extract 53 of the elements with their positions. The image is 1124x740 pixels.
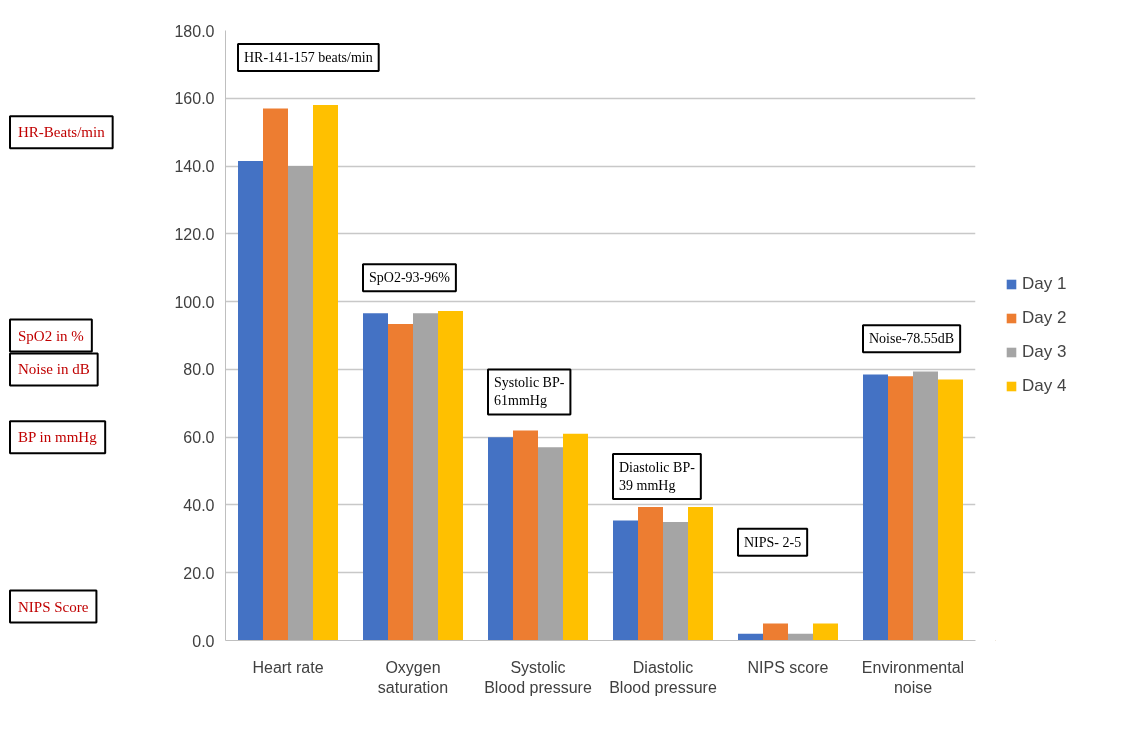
annotation: Noise-78.55dB — [869, 331, 955, 347]
bar — [438, 311, 463, 641]
x-tick-label: Diastolic Blood pressure — [609, 658, 717, 696]
bar — [513, 430, 538, 641]
bar — [238, 160, 263, 641]
y-tick-label: 180.0 — [174, 22, 215, 40]
x-tick-label: Systolic Blood pressure — [484, 658, 592, 696]
bar — [938, 379, 963, 641]
bar — [563, 433, 588, 641]
bar — [813, 623, 838, 641]
bar — [638, 506, 663, 641]
bar — [538, 447, 563, 641]
bar — [663, 521, 688, 641]
legend-label: Day 4 — [1022, 376, 1067, 396]
annotation: Systolic BP- 61mmHg — [494, 375, 565, 409]
bar — [488, 437, 513, 641]
bar — [388, 323, 413, 641]
y-tick-label: 120.0 — [174, 225, 215, 243]
y-tick-label: 0.0 — [192, 632, 215, 650]
y-tick-label: 140.0 — [174, 158, 215, 176]
text: HR-Beats/min — [18, 124, 106, 141]
text: Noise in dB — [18, 361, 90, 378]
y-tick-label: 160.0 — [174, 90, 215, 108]
text: NIPS Score — [18, 598, 89, 615]
x-tick-label: Environmental noise — [861, 658, 965, 696]
x-tick-label: Oxygen saturation — [377, 658, 449, 696]
bar — [313, 105, 338, 641]
y-tick-label: 60.0 — [183, 429, 215, 447]
legend-label: Day 2 — [1022, 308, 1067, 328]
x-tick-label: NIPS score — [747, 658, 829, 676]
bar — [688, 506, 713, 641]
y-tick-label: 20.0 — [183, 564, 215, 582]
text: SpO2 in % — [18, 327, 84, 344]
bar — [363, 313, 388, 641]
bar — [863, 374, 888, 641]
text: BP in mmHg — [18, 429, 98, 446]
annotation: HR-141-157 beats/min — [244, 50, 373, 66]
legend-label: Day 3 — [1022, 342, 1067, 362]
legend-label: Day 1 — [1022, 274, 1067, 294]
bar — [913, 371, 938, 641]
bar — [888, 376, 913, 641]
bar — [613, 520, 638, 641]
y-tick-label: 40.0 — [183, 496, 215, 514]
bar — [263, 108, 288, 641]
y-tick-label: 100.0 — [174, 293, 215, 311]
annotation: NIPS- 2-5 — [744, 534, 802, 550]
annotation: Diastolic BP- 39 mmHg — [619, 460, 696, 494]
x-tick-label: Heart rate — [252, 658, 324, 676]
bar — [763, 623, 788, 641]
bar — [288, 166, 313, 641]
annotation: SpO2-93-96% — [369, 270, 451, 286]
bar — [413, 313, 438, 641]
y-tick-label: 80.0 — [183, 361, 215, 379]
